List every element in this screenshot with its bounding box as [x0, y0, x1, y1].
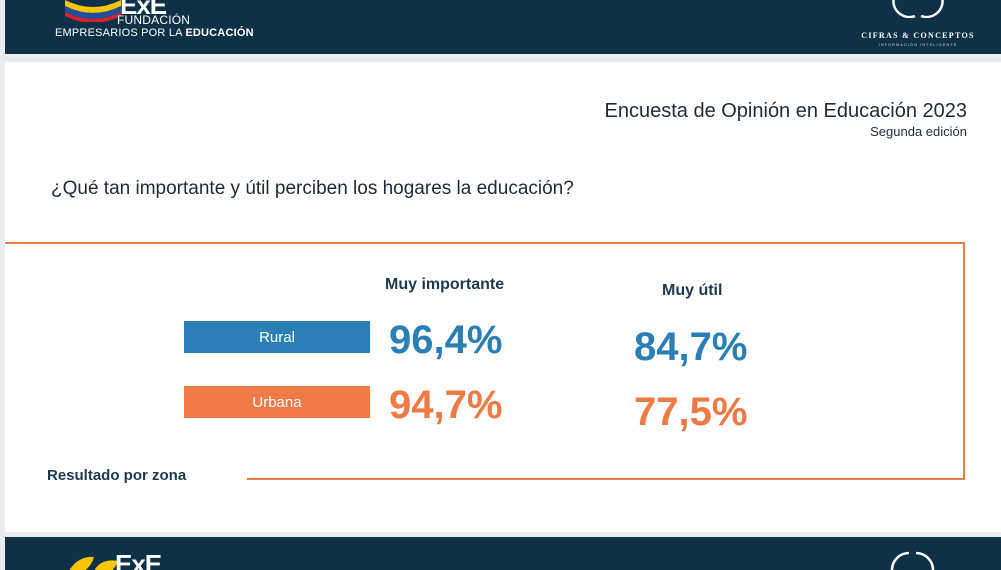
column-header-utility: Muy útil: [662, 282, 723, 299]
cifras-conceptos-monogram-footer-icon: [890, 551, 935, 570]
org-name-line2: EMPRESARIOS POR LA EDUCACIÓN: [55, 27, 254, 39]
zone-label-urban: Urbana: [184, 386, 370, 418]
rural-importance-value: 96,4%: [389, 318, 503, 362]
survey-title: Encuesta de Opinión en Educación 2023: [604, 100, 968, 122]
org-name-line1: FUNDACIÓN: [117, 13, 191, 27]
exe-logo-mark: ExE: [120, 0, 167, 20]
cifras-conceptos-name: CIFRAS & CONCEPTOS: [861, 31, 975, 40]
question-heading: ¿Qué tan importante y útil perciben los …: [51, 178, 574, 199]
cifras-conceptos-tagline: INFORMACIÓN INTELIGENTE: [878, 42, 958, 47]
bottom-footer-bar: ExE: [5, 537, 1001, 570]
rural-utility-value: 84,7%: [634, 325, 748, 369]
survey-subtitle: Segunda edición: [870, 124, 967, 139]
cifras-conceptos-monogram-icon: [892, 0, 944, 18]
results-frame: [5, 242, 965, 480]
org-name-line2-regular: EMPRESARIOS POR LA: [55, 27, 186, 39]
exe-logo-mark-footer: ExE: [115, 549, 162, 570]
top-header-bar: ExE FUNDACIÓN EMPRESARIOS POR LA EDUCACI…: [5, 0, 1001, 54]
org-name-line2-bold: EDUCACIÓN: [185, 27, 254, 39]
zone-label-rural: Rural: [184, 321, 370, 353]
urban-utility-value: 77,5%: [634, 390, 748, 434]
frame-gap: [5, 462, 247, 492]
colombia-flag-logo-icon: [65, 0, 121, 22]
urban-importance-value: 94,7%: [389, 383, 503, 427]
slide-panel: Encuesta de Opinión en Educación 2023 Se…: [5, 62, 1001, 532]
results-by-zone-label: Resultado por zona: [47, 467, 187, 484]
leaf-logo-icon: [69, 556, 118, 570]
column-header-importance: Muy importante: [385, 276, 505, 293]
